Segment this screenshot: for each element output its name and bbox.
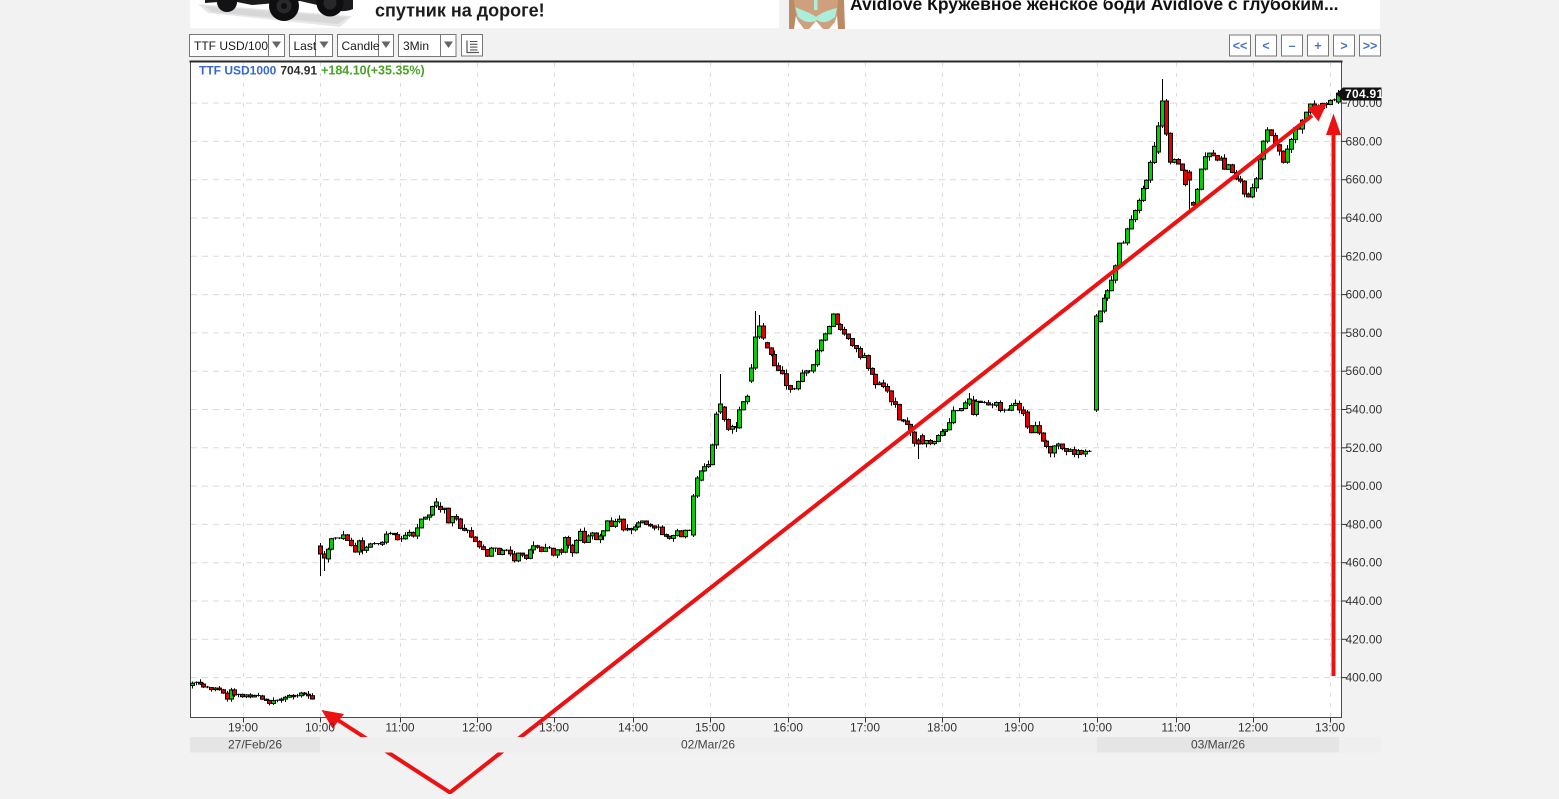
svg-text:15:00: 15:00 [695,721,725,735]
svg-text:Last: Last [294,39,317,53]
svg-text:Candle: Candle [342,39,380,53]
svg-text:+: + [1314,39,1321,53]
svg-text:580.00: 580.00 [1346,326,1383,340]
svg-text:480.00: 480.00 [1346,517,1383,531]
svg-text:12:00: 12:00 [462,721,492,735]
svg-text:–: – [1289,39,1296,53]
svg-text:10:00: 10:00 [305,721,335,735]
svg-text:640.00: 640.00 [1346,211,1383,225]
svg-text:19:00: 19:00 [1004,721,1034,735]
svg-text:17:00: 17:00 [850,721,880,735]
svg-text:3Min: 3Min [403,39,429,53]
svg-text:704.91: 704.91 [1345,87,1384,101]
svg-text:03/Mar/26: 03/Mar/26 [1191,738,1245,752]
svg-text:>>: >> [1363,39,1378,53]
svg-text:10:00: 10:00 [1082,721,1112,735]
svg-text:19:00: 19:00 [228,721,258,735]
svg-text:11:00: 11:00 [1161,721,1190,735]
svg-text:Avidlove Кружевное женское бод: Avidlove Кружевное женское боди Avidlove… [850,0,1339,14]
svg-text:<: < [1262,39,1269,53]
svg-text:540.00: 540.00 [1346,403,1383,417]
svg-text:>: > [1340,39,1347,53]
svg-text:600.00: 600.00 [1346,288,1383,302]
svg-text:660.00: 660.00 [1346,173,1383,187]
svg-text:27/Feb/26: 27/Feb/26 [228,738,282,752]
svg-text:680.00: 680.00 [1346,134,1383,148]
svg-text:440.00: 440.00 [1346,594,1383,608]
svg-text:16:00: 16:00 [773,721,803,735]
svg-text:14:00: 14:00 [618,721,648,735]
svg-text:спутник на дороге!: спутник на дороге! [375,1,545,21]
svg-text:460.00: 460.00 [1346,556,1383,570]
svg-text:11:00: 11:00 [385,721,414,735]
svg-text:560.00: 560.00 [1346,364,1383,378]
svg-text:13:00: 13:00 [539,721,569,735]
svg-text:400.00: 400.00 [1346,671,1383,685]
svg-text:12:00: 12:00 [1238,721,1268,735]
svg-text:<<: << [1233,39,1248,53]
svg-text:520.00: 520.00 [1346,441,1383,455]
svg-text:13:00: 13:00 [1315,721,1345,735]
svg-text:TTF USD/100: TTF USD/100 [194,39,268,53]
svg-text:620.00: 620.00 [1346,249,1383,263]
svg-text:500.00: 500.00 [1346,479,1383,493]
svg-text:420.00: 420.00 [1346,632,1383,646]
svg-text:18:00: 18:00 [927,721,957,735]
svg-text:02/Mar/26: 02/Mar/26 [681,738,735,752]
